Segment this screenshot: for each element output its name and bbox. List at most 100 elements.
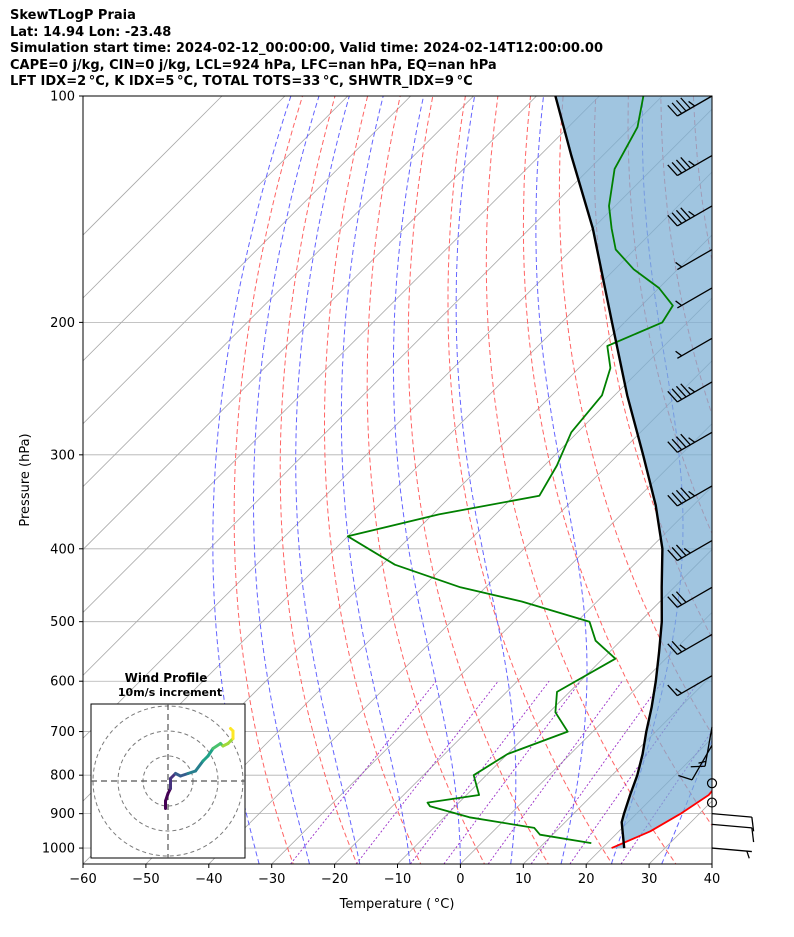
barb-feather: [675, 350, 683, 357]
isotherm-line: [83, 96, 286, 299]
wind-barb: [675, 337, 713, 359]
barb-feather: [688, 437, 696, 443]
barb-staff: [677, 633, 713, 656]
x-tick-label: −60: [69, 872, 96, 887]
isotherm-line: [271, 423, 712, 864]
barb-feather: [680, 433, 691, 446]
isotherm-line: [83, 96, 663, 676]
barb-feather: [680, 487, 691, 499]
y-tick-label: 1000: [42, 842, 75, 857]
y-tick-label: 500: [50, 615, 75, 630]
hodograph-segment: [229, 727, 235, 733]
hodograph-inset: Wind Profile 10m/s increment: [90, 671, 246, 859]
mixing-ratio-line: [443, 680, 581, 864]
isotherm-line: [397, 548, 712, 864]
wind-barb: [711, 847, 752, 859]
barb-feather: [671, 640, 683, 653]
x-tick-label: −20: [321, 872, 348, 887]
wind-barb: [675, 287, 713, 309]
isotherm-line: [83, 96, 537, 551]
dry-adiabat: [233, 96, 303, 864]
title-times: Simulation start time: 2024-02-12_00:00:…: [10, 41, 603, 56]
isotherm-line: [460, 611, 712, 864]
title-indices-1: CAPE=0 j/kg, CIN=0 j/kg, LCL=924 hPa, LF…: [10, 57, 497, 73]
dry-adiabat: [324, 96, 422, 864]
wind-barb: [711, 823, 755, 843]
barb-feather: [688, 100, 696, 107]
y-tick-label: 900: [50, 807, 75, 822]
isotherm-line: [83, 96, 411, 425]
hodograph-segment: [206, 747, 215, 758]
barb-feather: [667, 684, 678, 697]
isotherm-line: [83, 96, 223, 236]
barb-feather: [675, 209, 687, 222]
moist-adiabat: [535, 96, 588, 864]
barb-feather: [680, 383, 691, 395]
hodograph-subtitle: 10m/s increment: [118, 686, 222, 699]
wind-barb: [667, 381, 713, 403]
barb-feather: [675, 591, 687, 603]
barb-feather: [675, 99, 687, 112]
wind-barb: [667, 154, 713, 177]
barb-staff: [677, 675, 713, 697]
barb-feather: [675, 544, 687, 556]
barb-feather: [667, 214, 678, 227]
barb-feather: [667, 390, 678, 403]
dry-adiabat: [407, 96, 549, 864]
barb-feather: [671, 546, 683, 559]
x-tick-label: 20: [578, 872, 595, 887]
barb-feather: [671, 593, 683, 606]
barb-feather: [683, 547, 691, 554]
barb-staff: [677, 248, 713, 271]
header: SkewTLogP Praia Lat: 14.94 Lon: -23.48 S…: [10, 8, 603, 91]
title-indices-2: LFT IDX=2 °C, K IDX=5 °C, TOTAL TOTS=33 …: [10, 74, 473, 89]
x-axis-label: Temperature ( °C): [339, 897, 455, 912]
hodograph-title: Wind Profile: [125, 671, 208, 685]
dry-adiabat: [485, 96, 677, 864]
barb-feather: [667, 549, 678, 561]
dry-adiabat: [279, 96, 358, 864]
barb-feather: [675, 489, 687, 502]
x-tick-label: −30: [258, 872, 285, 887]
barb-feather: [688, 160, 696, 167]
x-tick-label: 10: [515, 872, 532, 887]
x-tick-label: 30: [641, 872, 658, 887]
hodograph-segment: [211, 742, 222, 750]
barb-staff: [677, 287, 713, 309]
barb-feather: [671, 212, 683, 224]
mixing-ratio-line: [487, 680, 623, 864]
barb-feather: [688, 490, 696, 497]
isotherm-line: [83, 96, 600, 613]
isotherm-line: [334, 486, 712, 864]
barb-feather: [667, 596, 678, 608]
wind-barb: [667, 431, 713, 453]
barb-feather: [667, 104, 678, 117]
y-tick-label: 200: [50, 316, 75, 331]
barb-feather: [671, 492, 683, 504]
barb-feather: [751, 827, 755, 843]
barb-feather: [675, 385, 687, 398]
barb-feather: [667, 494, 678, 507]
dry-adiabat: [522, 96, 712, 827]
isotherm-line: [83, 96, 474, 488]
barb-feather: [671, 102, 683, 114]
x-tick-label: 40: [704, 872, 721, 887]
isotherm-line: [83, 96, 349, 362]
moist-adiabat: [212, 96, 292, 864]
calm-wind-marker: [706, 797, 718, 808]
barb-feather: [671, 438, 683, 451]
wind-barb: [667, 205, 713, 227]
mixing-ratio-line: [530, 680, 663, 864]
y-axis-label: Pressure (hPa): [18, 433, 33, 526]
moist-adiabat: [295, 96, 361, 864]
moist-adiabat: [340, 96, 411, 864]
title-station: SkewTLogP Praia: [10, 8, 136, 23]
wind-barb: [667, 485, 713, 507]
barb-feather: [667, 441, 678, 453]
barb-feather: [680, 156, 691, 169]
moist-adiabat: [455, 96, 517, 864]
barb-staff: [711, 823, 752, 829]
barb-feather: [680, 207, 691, 219]
barb-feather: [667, 643, 678, 655]
